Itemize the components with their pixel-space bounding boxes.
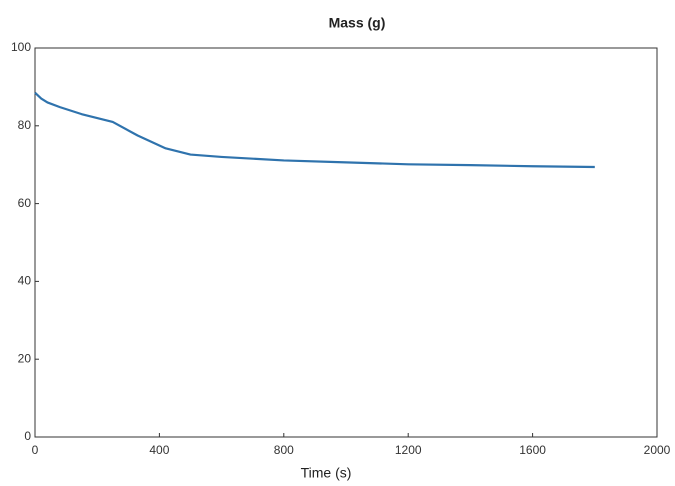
- chart-title: Mass (g): [329, 15, 386, 31]
- plot-frame: [34, 47, 658, 438]
- y-tick-label: 40: [18, 274, 32, 288]
- y-tick-label: 100: [11, 40, 31, 54]
- x-tick-label: 0: [32, 443, 39, 457]
- x-tick-label: 1600: [519, 443, 546, 457]
- x-tick-label: 400: [149, 443, 169, 457]
- x-axis-label: Time (s): [301, 465, 352, 481]
- y-tick-label: 80: [18, 118, 32, 132]
- y-tick-label: 0: [24, 429, 31, 443]
- x-tick-label: 2000: [644, 443, 671, 457]
- y-tick-label: 60: [18, 196, 32, 210]
- data-line: [34, 91, 595, 169]
- x-tick-label: 1200: [395, 443, 422, 457]
- x-tick-label: 800: [274, 443, 294, 457]
- y-tick-label: 20: [18, 351, 32, 365]
